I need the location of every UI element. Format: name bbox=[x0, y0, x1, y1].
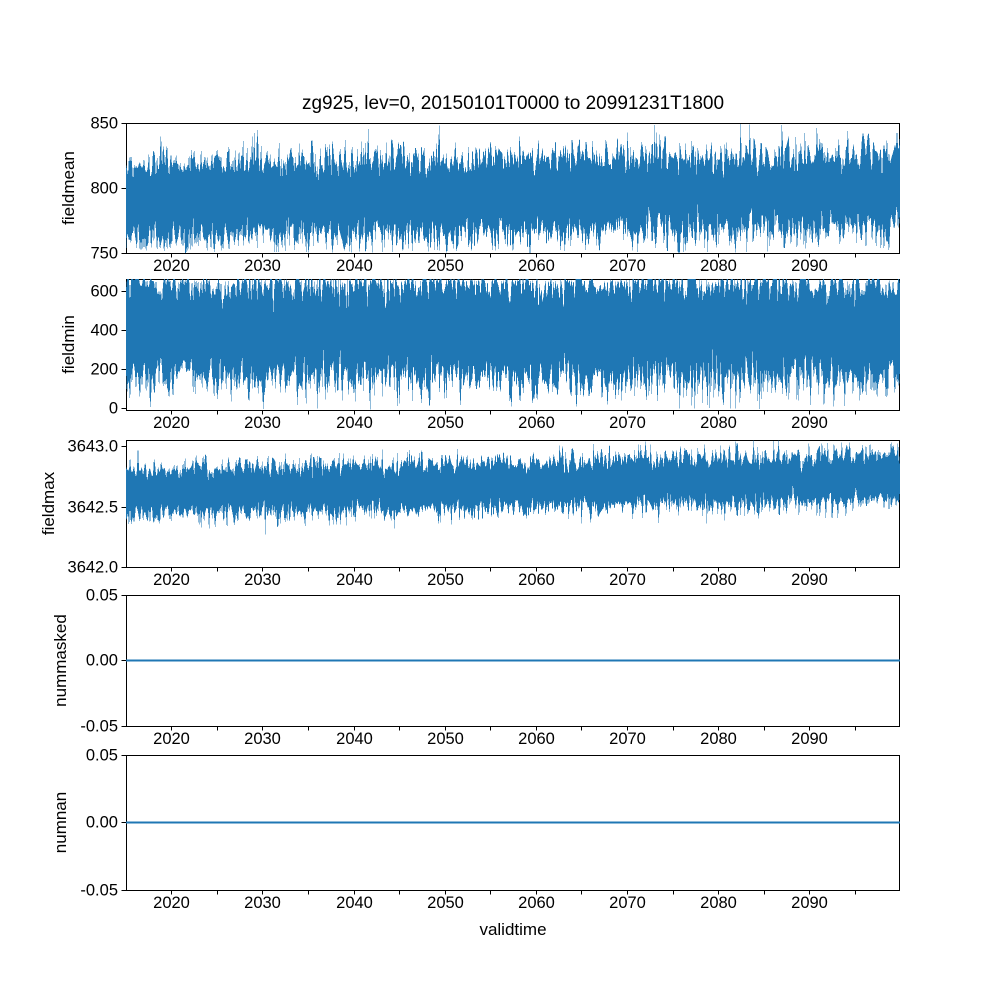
svg-text:2070: 2070 bbox=[609, 571, 646, 589]
svg-text:2070: 2070 bbox=[609, 414, 646, 432]
svg-text:3642.5: 3642.5 bbox=[68, 499, 118, 517]
svg-text:2070: 2070 bbox=[609, 894, 646, 912]
svg-text:2040: 2040 bbox=[336, 257, 373, 275]
svg-text:2050: 2050 bbox=[427, 414, 464, 432]
svg-text:nummasked: nummasked bbox=[51, 614, 70, 707]
svg-text:3642.0: 3642.0 bbox=[68, 559, 118, 577]
svg-text:200: 200 bbox=[90, 361, 118, 379]
svg-text:850: 850 bbox=[90, 115, 118, 133]
svg-text:2050: 2050 bbox=[427, 730, 464, 748]
svg-text:2020: 2020 bbox=[153, 894, 190, 912]
svg-text:2080: 2080 bbox=[700, 257, 737, 275]
svg-text:2050: 2050 bbox=[427, 894, 464, 912]
svg-text:0.00: 0.00 bbox=[86, 814, 118, 832]
svg-text:2090: 2090 bbox=[791, 730, 828, 748]
svg-text:2090: 2090 bbox=[791, 894, 828, 912]
svg-text:2020: 2020 bbox=[153, 257, 190, 275]
svg-text:2060: 2060 bbox=[518, 894, 555, 912]
svg-text:2030: 2030 bbox=[244, 894, 281, 912]
svg-text:2040: 2040 bbox=[336, 571, 373, 589]
svg-text:fieldmean: fieldmean bbox=[59, 151, 78, 225]
svg-text:2080: 2080 bbox=[700, 414, 737, 432]
svg-text:2020: 2020 bbox=[153, 414, 190, 432]
svg-text:fieldmax: fieldmax bbox=[39, 471, 58, 535]
svg-text:2040: 2040 bbox=[336, 414, 373, 432]
svg-text:2020: 2020 bbox=[153, 571, 190, 589]
svg-text:600: 600 bbox=[90, 283, 118, 301]
svg-text:fieldmin: fieldmin bbox=[59, 315, 78, 374]
svg-text:2090: 2090 bbox=[791, 571, 828, 589]
svg-text:2050: 2050 bbox=[427, 571, 464, 589]
svg-text:2080: 2080 bbox=[700, 894, 737, 912]
svg-text:0.00: 0.00 bbox=[86, 652, 118, 670]
svg-text:validtime: validtime bbox=[479, 920, 546, 939]
svg-text:800: 800 bbox=[90, 180, 118, 198]
svg-text:2080: 2080 bbox=[700, 730, 737, 748]
svg-text:2030: 2030 bbox=[244, 730, 281, 748]
svg-text:2020: 2020 bbox=[153, 730, 190, 748]
svg-text:2030: 2030 bbox=[244, 414, 281, 432]
svg-text:2060: 2060 bbox=[518, 571, 555, 589]
svg-text:2070: 2070 bbox=[609, 730, 646, 748]
svg-text:750: 750 bbox=[90, 245, 118, 263]
svg-text:-0.05: -0.05 bbox=[80, 882, 118, 900]
svg-text:0.05: 0.05 bbox=[86, 587, 118, 605]
svg-text:2090: 2090 bbox=[791, 257, 828, 275]
svg-text:2090: 2090 bbox=[791, 414, 828, 432]
svg-text:3643.0: 3643.0 bbox=[68, 438, 118, 456]
svg-text:2040: 2040 bbox=[336, 730, 373, 748]
svg-text:2030: 2030 bbox=[244, 257, 281, 275]
svg-text:2040: 2040 bbox=[336, 894, 373, 912]
svg-text:-0.05: -0.05 bbox=[80, 718, 118, 736]
svg-text:2060: 2060 bbox=[518, 257, 555, 275]
svg-text:2060: 2060 bbox=[518, 730, 555, 748]
svg-text:0.05: 0.05 bbox=[86, 747, 118, 765]
svg-text:2060: 2060 bbox=[518, 414, 555, 432]
svg-text:0: 0 bbox=[109, 400, 118, 418]
svg-text:400: 400 bbox=[90, 322, 118, 340]
svg-text:numnan: numnan bbox=[51, 792, 70, 853]
svg-text:2030: 2030 bbox=[244, 571, 281, 589]
svg-text:2070: 2070 bbox=[609, 257, 646, 275]
svg-text:zg925, lev=0, 20150101T0000 to: zg925, lev=0, 20150101T0000 to 20991231T… bbox=[302, 93, 724, 114]
svg-text:2050: 2050 bbox=[427, 257, 464, 275]
svg-text:2080: 2080 bbox=[700, 571, 737, 589]
